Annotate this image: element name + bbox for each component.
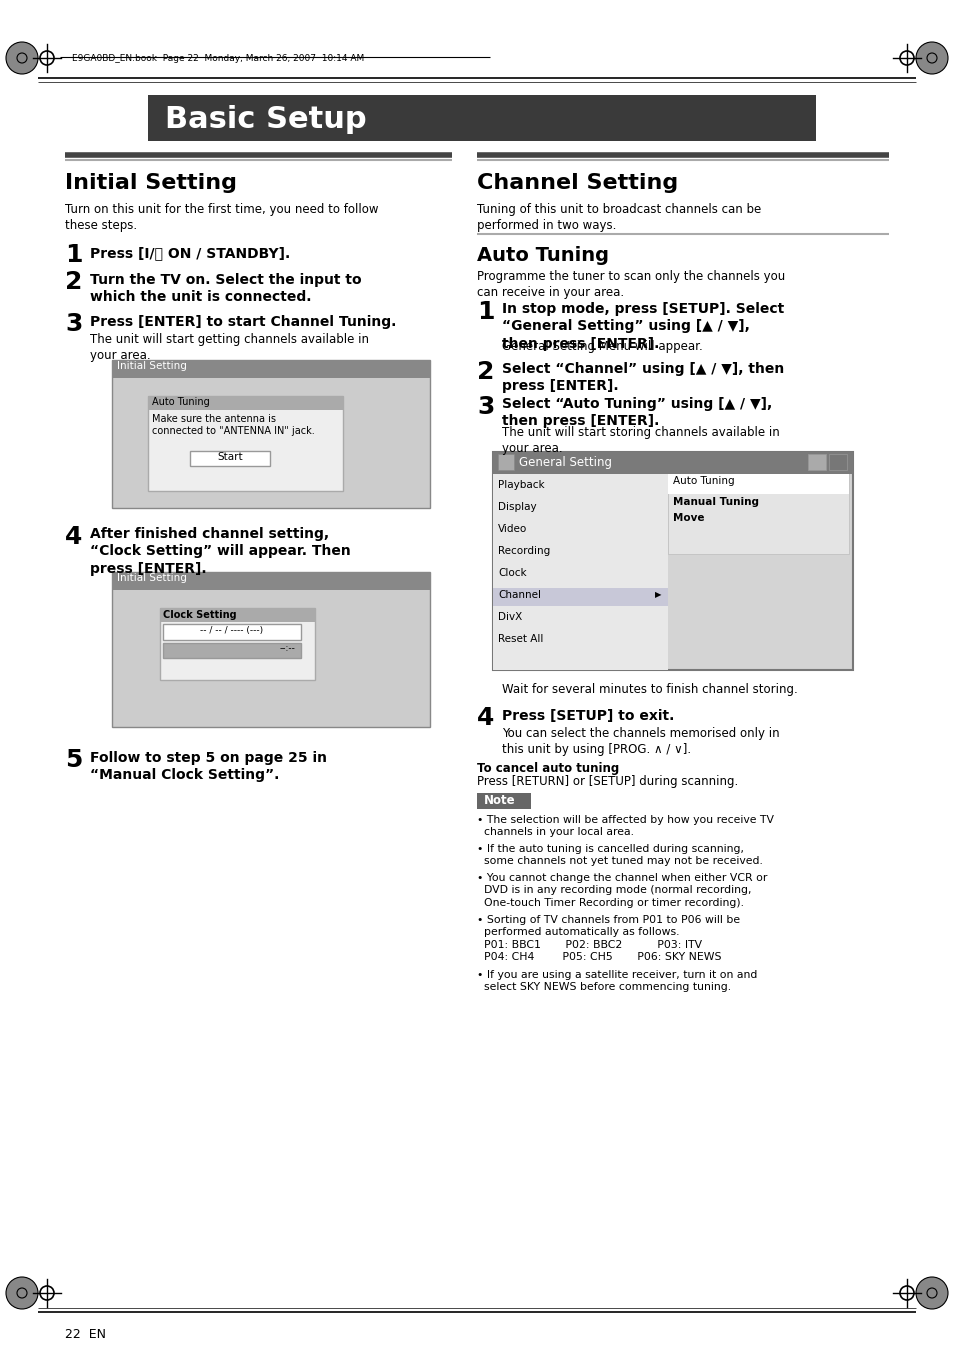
Text: Channel: Channel (497, 590, 540, 600)
Text: Move: Move (672, 513, 703, 523)
Text: Note: Note (483, 794, 515, 807)
Text: 2: 2 (476, 359, 494, 384)
Text: DivX: DivX (497, 612, 521, 621)
Text: -- / -- / ---- (---): -- / -- / ---- (---) (200, 626, 263, 635)
Text: Auto Tuning: Auto Tuning (476, 246, 608, 265)
Text: Turn the TV on. Select the input to
which the unit is connected.: Turn the TV on. Select the input to whic… (90, 273, 361, 304)
Bar (160, 608, 314, 680)
Text: 1: 1 (65, 243, 82, 267)
Circle shape (6, 1277, 38, 1309)
Text: Display: Display (497, 503, 536, 512)
Text: Clock: Clock (497, 567, 526, 578)
Text: To cancel auto tuning: To cancel auto tuning (476, 762, 618, 775)
Text: Tuning of this unit to broadcast channels can be
performed in two ways.: Tuning of this unit to broadcast channel… (476, 203, 760, 232)
Text: General Setting Menu will appear.: General Setting Menu will appear. (501, 340, 702, 353)
Text: You can select the channels memorised only in
this unit by using [PROG. ∧ / ∨].: You can select the channels memorised on… (501, 727, 779, 757)
Text: Initial Setting: Initial Setting (65, 173, 236, 193)
Text: • If you are using a satellite receiver, turn it on and
  select SKY NEWS before: • If you are using a satellite receiver,… (476, 970, 757, 993)
Text: Reset All: Reset All (497, 634, 543, 644)
Text: Recording: Recording (497, 546, 550, 557)
Text: Press [RETURN] or [SETUP] during scanning.: Press [RETURN] or [SETUP] during scannin… (476, 775, 738, 788)
Bar (828, 454, 846, 470)
Text: 5: 5 (65, 748, 82, 771)
Bar (112, 571, 430, 590)
Text: Auto Tuning: Auto Tuning (152, 397, 210, 407)
Text: 2: 2 (65, 270, 82, 295)
Text: Press [SETUP] to exit.: Press [SETUP] to exit. (501, 709, 674, 723)
Bar (163, 643, 301, 658)
Text: 3: 3 (476, 394, 494, 419)
Bar (163, 624, 301, 640)
Text: 4: 4 (476, 707, 494, 730)
Circle shape (915, 42, 947, 74)
Text: Clock Setting: Clock Setting (163, 611, 236, 620)
Text: Select “Channel” using [▲ / ▼], then
press [ENTER].: Select “Channel” using [▲ / ▼], then pre… (501, 362, 783, 393)
Bar (493, 453, 852, 670)
Text: Select “Auto Tuning” using [▲ / ▼],
then press [ENTER].: Select “Auto Tuning” using [▲ / ▼], then… (501, 397, 771, 428)
Text: Make sure the antenna is
connected to "ANTENNA IN" jack.: Make sure the antenna is connected to "A… (152, 413, 314, 436)
Text: The unit will start getting channels available in
your area.: The unit will start getting channels ava… (90, 332, 369, 362)
Text: Press [I/⏻ ON / STANDBY].: Press [I/⏻ ON / STANDBY]. (90, 246, 290, 259)
Text: 4: 4 (65, 526, 82, 549)
Text: General Setting: General Setting (518, 457, 612, 469)
Bar (667, 474, 848, 554)
Text: Initial Setting: Initial Setting (117, 573, 187, 584)
Bar (190, 451, 270, 466)
Text: 3: 3 (65, 312, 82, 336)
Text: Channel Setting: Channel Setting (476, 173, 678, 193)
Text: • If the auto tuning is cancelled during scanning,
  some channels not yet tuned: • If the auto tuning is cancelled during… (476, 844, 762, 866)
Text: In stop mode, press [SETUP]. Select
“General Setting” using [▲ / ▼],
then press : In stop mode, press [SETUP]. Select “Gen… (501, 303, 783, 351)
Text: Start: Start (217, 453, 243, 462)
Text: Turn on this unit for the first time, you need to follow
these steps.: Turn on this unit for the first time, yo… (65, 203, 378, 232)
Text: Programme the tuner to scan only the channels you
can receive in your area.: Programme the tuner to scan only the cha… (476, 270, 784, 299)
Bar (112, 571, 430, 727)
Text: Video: Video (497, 524, 527, 534)
Bar (160, 608, 314, 621)
Bar (497, 454, 514, 470)
Text: Follow to step 5 on page 25 in
“Manual Clock Setting”.: Follow to step 5 on page 25 in “Manual C… (90, 751, 327, 782)
Text: • You cannot change the channel when either VCR or
  DVD is in any recording mod: • You cannot change the channel when eit… (476, 873, 766, 908)
Text: 22  EN: 22 EN (65, 1328, 106, 1342)
Bar (148, 396, 343, 409)
Text: Playback: Playback (497, 480, 544, 490)
Text: The unit will start storing channels available in
your area.: The unit will start storing channels ava… (501, 426, 779, 455)
Bar (493, 474, 667, 670)
Bar (667, 474, 848, 494)
Text: Press [ENTER] to start Channel Tuning.: Press [ENTER] to start Channel Tuning. (90, 315, 395, 330)
Bar (807, 454, 825, 470)
Bar (493, 588, 667, 607)
Text: Wait for several minutes to finish channel storing.: Wait for several minutes to finish chann… (501, 684, 797, 696)
Circle shape (6, 42, 38, 74)
Text: • The selection will be affected by how you receive TV
  channels in your local : • The selection will be affected by how … (476, 815, 773, 838)
Text: Basic Setup: Basic Setup (165, 105, 366, 134)
Text: • Sorting of TV channels from P01 to P06 will be
  performed automatically as fo: • Sorting of TV channels from P01 to P06… (476, 915, 740, 962)
Text: --:--: --:-- (279, 644, 294, 653)
Bar (112, 359, 430, 378)
Text: Manual Tuning: Manual Tuning (672, 497, 759, 507)
Bar (148, 396, 343, 490)
Text: E9GA0BD_EN.book  Page 22  Monday, March 26, 2007  10:14 AM: E9GA0BD_EN.book Page 22 Monday, March 26… (71, 54, 364, 63)
Text: 1: 1 (476, 300, 494, 324)
Text: ▶: ▶ (655, 590, 660, 598)
Text: Initial Setting: Initial Setting (117, 361, 187, 372)
Circle shape (915, 1277, 947, 1309)
Bar (493, 453, 852, 474)
Bar (112, 359, 430, 508)
Bar (148, 95, 815, 141)
Text: After finished channel setting,
“Clock Setting” will appear. Then
press [ENTER].: After finished channel setting, “Clock S… (90, 527, 351, 576)
Bar (476, 793, 531, 809)
Text: Auto Tuning: Auto Tuning (672, 476, 734, 486)
